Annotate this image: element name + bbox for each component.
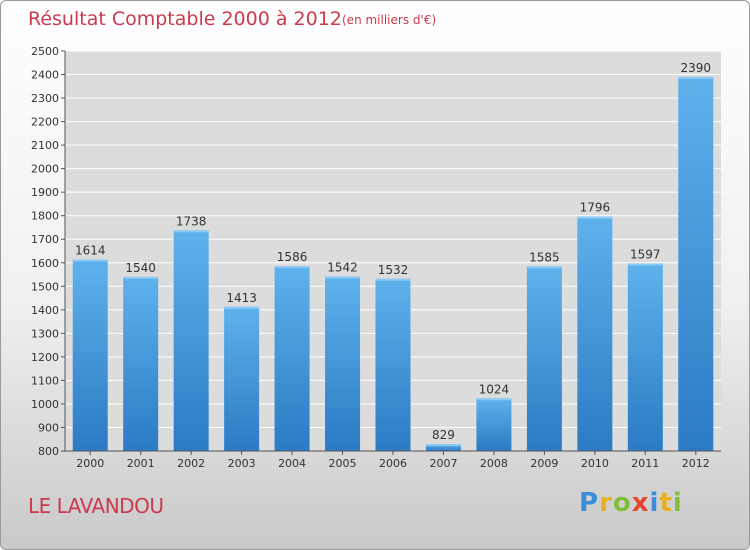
- data-label: 1586: [277, 250, 308, 264]
- y-tick-label: 1300: [31, 327, 59, 340]
- chart-title: Résultat Comptable 2000 à 2012: [28, 8, 342, 30]
- x-tick-label: 2003: [228, 457, 256, 470]
- data-label: 1542: [327, 260, 358, 274]
- bar-top: [476, 398, 512, 401]
- bar-top: [577, 216, 613, 219]
- x-tick-label: 2006: [379, 457, 407, 470]
- x-tick-label: 2009: [530, 457, 558, 470]
- x-tick-label: 2012: [682, 457, 710, 470]
- logo-letter: i: [649, 488, 660, 518]
- y-tick-label: 1400: [31, 304, 59, 317]
- x-tick-label: 2000: [76, 457, 104, 470]
- bar-top: [425, 444, 461, 447]
- y-tick-label: 1900: [31, 186, 59, 199]
- bars: 1614 1540 1738 1413 1586 1542 1532 829 1024 1585 1…: [72, 61, 714, 451]
- y-tick-label: 1500: [31, 280, 59, 293]
- bar-2005: [325, 276, 361, 451]
- data-label: 1585: [529, 250, 560, 264]
- bar-top: [224, 306, 260, 309]
- data-label: 829: [432, 428, 455, 442]
- y-tick-label: 900: [38, 421, 59, 434]
- data-label: 2390: [680, 61, 711, 75]
- data-label: 1024: [479, 382, 510, 396]
- data-label: 1532: [378, 263, 409, 277]
- bar-top: [678, 76, 714, 79]
- data-label: 1796: [580, 201, 611, 215]
- bar-2003: [224, 306, 260, 451]
- bar-top: [627, 263, 663, 266]
- proxiti-logo[interactable]: Proxiti: [579, 488, 683, 518]
- logo-letter: o: [612, 488, 632, 518]
- x-tick-label: 2011: [631, 457, 659, 470]
- data-label: 1540: [125, 261, 156, 275]
- y-tick-label: 1700: [31, 233, 59, 246]
- bar-top: [173, 230, 209, 233]
- bar-2007: [425, 444, 461, 451]
- bar-2004: [274, 266, 310, 451]
- x-axis: 2000 2001 2002 2003 2004 2005 2006 2007 2008 2009…: [65, 450, 721, 470]
- y-tick-label: 1100: [31, 374, 59, 387]
- logo-letter: t: [659, 488, 673, 518]
- y-tick-label: 1000: [31, 398, 59, 411]
- logo-letter: P: [579, 488, 600, 518]
- bar-top: [274, 266, 310, 269]
- y-tick-label: 1200: [31, 351, 59, 364]
- logo-letter: x: [631, 488, 650, 518]
- bar-2009: [526, 266, 562, 451]
- y-tick-label: 2000: [31, 163, 59, 176]
- bar-2010: [577, 216, 613, 451]
- x-tick-label: 2010: [581, 457, 609, 470]
- x-tick-label: 2002: [177, 457, 205, 470]
- chart-subtitle: (en milliers d'€): [342, 13, 437, 27]
- data-label: 1413: [226, 291, 257, 305]
- bar-2001: [123, 276, 159, 451]
- bar-2002: [173, 230, 209, 451]
- x-tick-label: 2005: [329, 457, 357, 470]
- y-tick-label: 1600: [31, 257, 59, 270]
- bar-top: [123, 276, 159, 279]
- bar-top: [375, 278, 411, 281]
- bar-top: [526, 266, 562, 269]
- bar-top: [72, 259, 108, 262]
- y-tick-label: 2500: [31, 45, 59, 58]
- y-tick-label: 800: [38, 445, 59, 458]
- y-tick-label: 2300: [31, 92, 59, 105]
- logo-letter: r: [599, 488, 613, 518]
- y-tick-label: 2400: [31, 69, 59, 82]
- bar-2006: [375, 278, 411, 451]
- data-label: 1614: [75, 243, 106, 257]
- bar-top: [325, 276, 361, 279]
- bar-2008: [476, 398, 512, 451]
- bar-2012: [678, 76, 714, 451]
- x-tick-label: 2007: [429, 457, 457, 470]
- logo-letter: i: [672, 488, 683, 518]
- y-tick-label: 1800: [31, 210, 59, 223]
- x-tick-label: 2004: [278, 457, 306, 470]
- y-tick-label: 2100: [31, 139, 59, 152]
- y-tick-label: 2200: [31, 116, 59, 129]
- town-name: LE LAVANDOU: [28, 494, 164, 518]
- y-axis: 800 900 1000 1100 1200 1300 1400 1500 1600 1700 18…: [31, 45, 66, 458]
- data-label: 1738: [176, 214, 207, 228]
- x-tick-label: 2001: [127, 457, 155, 470]
- bar-2000: [72, 259, 108, 451]
- x-tick-label: 2008: [480, 457, 508, 470]
- data-label: 1597: [630, 247, 661, 261]
- bar-2011: [627, 263, 663, 451]
